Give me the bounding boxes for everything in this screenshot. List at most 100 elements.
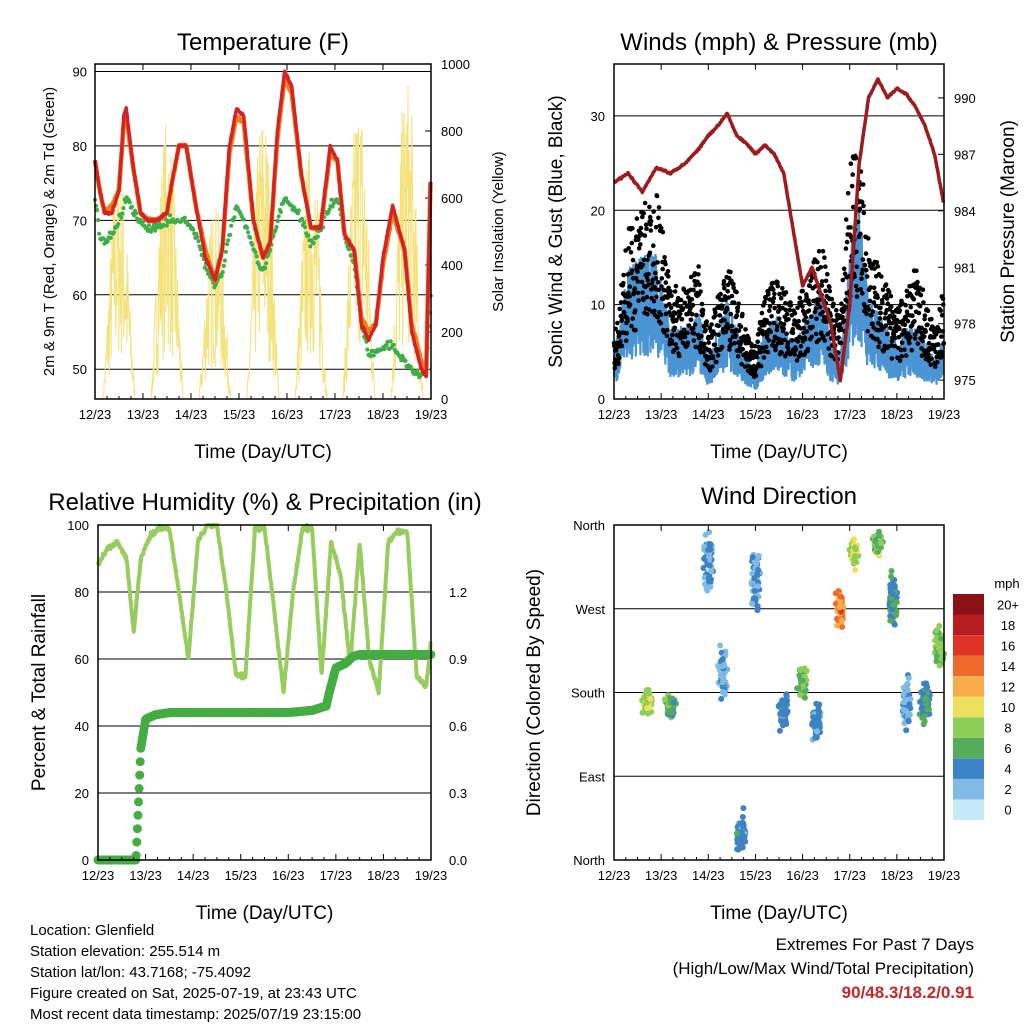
wind-xtick-label: 16/23 [786, 407, 819, 422]
wind-direction-point [705, 553, 712, 560]
dewpoint-point [194, 231, 199, 236]
gust-point [816, 248, 822, 254]
gust-point [735, 354, 741, 359]
gust-point [691, 331, 697, 336]
gust-point [673, 311, 678, 316]
gust-point [931, 346, 937, 351]
dewpoint-point [129, 204, 135, 209]
gust-point [795, 305, 800, 311]
gust-point [686, 295, 691, 300]
temp-xtick-label: 16/23 [271, 407, 304, 422]
temp-xlabel: Time (Day/UTC) [194, 442, 332, 463]
wind-direction-point [887, 585, 894, 592]
wind-direction-point [850, 536, 857, 543]
solar-insolation-line [198, 208, 232, 400]
wind-direction-point [719, 679, 726, 686]
gust-point [668, 305, 674, 311]
gust-point [888, 325, 893, 331]
gust-point [700, 307, 706, 313]
gust-point [648, 222, 653, 227]
gust-point [859, 276, 864, 282]
pressure-ytick-label: 978 [954, 317, 976, 332]
gust-point [638, 242, 643, 247]
dir-title: Wind Direction [701, 483, 857, 510]
gust-point [823, 264, 828, 270]
gust-point [628, 250, 634, 255]
temp-ytick-label: 50 [73, 362, 87, 377]
temp-ylabel-right: Solar Insolation (Yellow) [490, 151, 507, 311]
gust-point [816, 337, 822, 343]
gust-point [806, 298, 811, 303]
wind-direction-point [803, 668, 810, 674]
gust-point [767, 308, 772, 314]
gust-point [887, 313, 893, 319]
gust-point [763, 344, 769, 350]
pressure-ytick-label: 987 [954, 147, 976, 162]
dewpoint-point [164, 223, 169, 228]
wind-direction-point [718, 695, 725, 702]
gust-point [668, 289, 673, 294]
gust-point [861, 210, 867, 216]
dewpoint-point [157, 221, 162, 226]
gust-point [732, 341, 737, 346]
gust-point [670, 314, 676, 320]
temp-ytick-right-label: 800 [441, 124, 463, 139]
gust-point [888, 293, 894, 299]
gust-point [889, 338, 895, 344]
station-info: Location: Glenfield Station elevation: 2… [30, 920, 361, 1024]
wind-xtick-label: 14/23 [692, 407, 725, 422]
gust-point [772, 291, 777, 297]
gust-point [677, 311, 683, 317]
gust-point [665, 269, 671, 274]
gust-point [736, 301, 741, 307]
wind-direction-point [889, 606, 896, 613]
gust-point [891, 332, 897, 337]
wind-direction-point [903, 727, 910, 734]
gust-point [838, 340, 844, 346]
gust-point [922, 334, 927, 339]
gust-point [645, 282, 651, 288]
gust-point [627, 284, 633, 289]
dewpoint-point [97, 231, 102, 236]
gust-point [722, 286, 727, 291]
dewpoint-point [226, 238, 231, 243]
gust-point [677, 353, 682, 359]
gust-point [797, 295, 803, 301]
dewpoint-point [299, 216, 305, 221]
dewpoint-point [329, 197, 334, 202]
gust-point [831, 301, 836, 307]
wind-direction-point [904, 696, 911, 703]
gust-point [656, 215, 661, 221]
solar-insolation-line [102, 174, 136, 400]
gust-point [821, 334, 826, 339]
dir-ytick-label: South [571, 686, 605, 701]
gust-point [804, 320, 810, 325]
gust-point [761, 355, 767, 360]
precipitation-point [135, 757, 145, 767]
gust-point [673, 342, 678, 347]
extremes-subtitle: (High/Low/Max Wind/Total Precipitation) [672, 959, 974, 978]
gust-point [630, 257, 636, 263]
gust-point [859, 199, 865, 205]
gust-point [674, 317, 679, 323]
wind-xtick-label: 18/23 [881, 407, 914, 422]
wind-direction-point [646, 704, 653, 711]
gust-point [707, 368, 713, 373]
colorbar-label: 18 [1001, 618, 1015, 633]
dir-xtick-label: 18/23 [881, 868, 914, 883]
gust-point [629, 240, 635, 246]
gust-point [739, 361, 744, 367]
dewpoint-point [368, 354, 373, 359]
dewpoint-point [196, 239, 201, 244]
gust-point [701, 350, 706, 355]
gust-point [663, 280, 669, 285]
gust-point [857, 206, 863, 211]
dewpoint-point [253, 250, 258, 255]
gust-point [806, 308, 812, 313]
gust-point [644, 294, 650, 300]
wind-direction-point [852, 553, 858, 560]
temp-ytick-label: 80 [73, 139, 87, 154]
pressure-ytick-label: 975 [954, 373, 976, 388]
gust-point [861, 203, 866, 209]
gust-point [625, 318, 630, 324]
